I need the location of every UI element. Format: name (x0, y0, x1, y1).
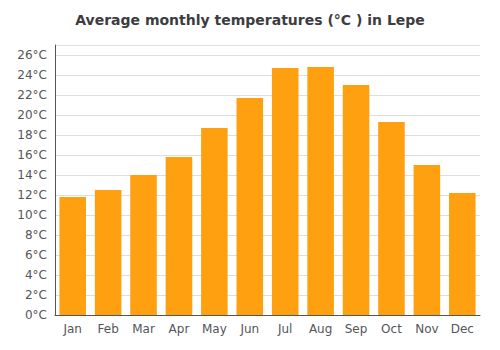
svg-text:22°C: 22°C (17, 88, 47, 102)
svg-text:Average monthly temperatures (: Average monthly temperatures (°C ) in Le… (75, 12, 425, 28)
svg-text:16°C: 16°C (17, 148, 47, 162)
svg-text:26°C: 26°C (17, 48, 47, 62)
svg-text:8°C: 8°C (25, 228, 47, 242)
svg-text:Aug: Aug (309, 322, 332, 336)
svg-text:Sep: Sep (345, 322, 368, 336)
svg-text:10°C: 10°C (17, 208, 47, 222)
svg-text:20°C: 20°C (17, 108, 47, 122)
svg-text:24°C: 24°C (17, 68, 47, 82)
svg-text:May: May (202, 322, 227, 336)
svg-text:6°C: 6°C (25, 248, 47, 262)
svg-text:Jul: Jul (277, 322, 292, 336)
svg-text:18°C: 18°C (17, 128, 47, 142)
svg-text:12°C: 12°C (17, 188, 47, 202)
svg-text:Nov: Nov (415, 322, 438, 336)
svg-text:Mar: Mar (132, 322, 155, 336)
svg-text:Jun: Jun (239, 322, 259, 336)
svg-text:0°C: 0°C (25, 308, 47, 322)
svg-text:2°C: 2°C (25, 288, 47, 302)
svg-text:Apr: Apr (169, 322, 190, 336)
svg-text:Feb: Feb (98, 322, 119, 336)
svg-text:14°C: 14°C (17, 168, 47, 182)
svg-text:4°C: 4°C (25, 268, 47, 282)
svg-text:Oct: Oct (381, 322, 402, 336)
svg-text:Dec: Dec (451, 322, 474, 336)
svg-text:Jan: Jan (62, 322, 82, 336)
